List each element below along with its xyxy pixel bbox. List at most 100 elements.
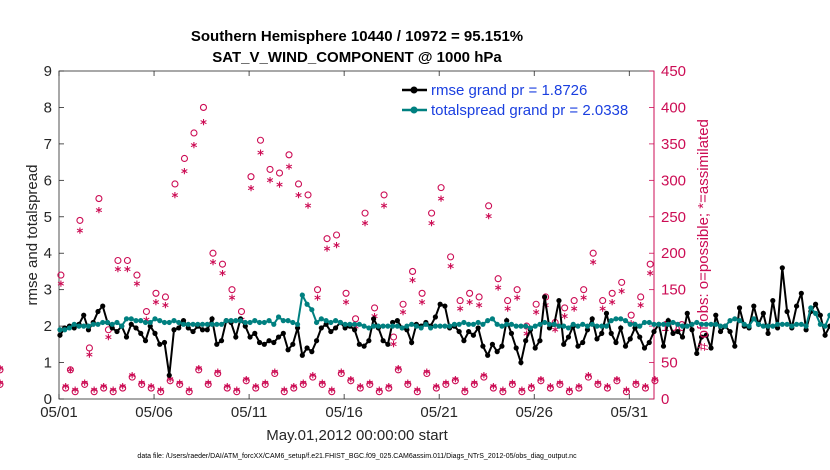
- series-point-rmse: [703, 332, 709, 338]
- obs-assimilated-marker: *: [267, 176, 274, 191]
- series-point-totalspread: [793, 321, 800, 327]
- series-point-totalspread: [361, 323, 367, 329]
- series-point-rmse: [356, 341, 362, 347]
- obs-possible-marker: [161, 293, 170, 301]
- obs-possible-marker: [71, 388, 79, 396]
- obs-assimilated-marker: *: [561, 312, 568, 327]
- series-point-totalspread: [404, 323, 410, 329]
- series-point-totalspread: [394, 323, 400, 329]
- obs-possible-marker: [584, 373, 592, 381]
- series-point-totalspread: [123, 316, 130, 322]
- obs-possible-marker: [632, 380, 640, 388]
- x-tick-label: 05/11: [231, 404, 267, 421]
- series-point-totalspread: [803, 323, 809, 329]
- series-point-totalspread: [204, 321, 210, 327]
- obs-possible-marker: [256, 136, 265, 144]
- series-point-totalspread: [171, 318, 177, 324]
- obs-possible-marker: [195, 366, 203, 374]
- series-point-rmse: [351, 327, 358, 333]
- series-point-totalspread: [385, 323, 391, 329]
- series-point-rmse: [299, 352, 305, 358]
- obs-possible-marker: [603, 384, 611, 392]
- series-point-rmse: [689, 327, 695, 333]
- obs-assimilated-marker: *: [157, 386, 164, 401]
- series-point-rmse: [109, 325, 115, 331]
- series-point-rmse: [285, 347, 291, 353]
- obs-possible-marker: [418, 289, 426, 297]
- series-point-totalspread: [161, 319, 168, 326]
- series-point-rmse: [204, 327, 210, 333]
- obs-possible-marker: [0, 380, 4, 388]
- obs-possible-marker: [138, 380, 146, 388]
- series-point-rmse: [470, 332, 477, 338]
- obs-assimilated-marker: *: [138, 378, 145, 393]
- series-point-rmse: [675, 328, 681, 335]
- series-point-rmse: [575, 343, 581, 349]
- obs-possible-marker: [166, 377, 174, 385]
- series-point-rmse: [214, 341, 220, 347]
- y-axis-label: rmse and totalspread: [24, 165, 41, 306]
- series-point-totalspread: [223, 318, 229, 324]
- y-tick-label: 3: [44, 282, 52, 299]
- series-point-totalspread: [613, 316, 619, 322]
- obs-possible-marker: [299, 380, 307, 388]
- series-point-totalspread: [157, 318, 163, 324]
- series-point-totalspread: [413, 323, 419, 329]
- series-point-rmse: [751, 303, 757, 309]
- series-point-rmse: [589, 316, 595, 322]
- y-right-tick-label: 200: [661, 245, 686, 262]
- obs-possible-marker: [518, 388, 526, 396]
- series-point-rmse: [342, 325, 348, 331]
- series-point-totalspread: [290, 319, 296, 326]
- series-point-totalspread: [727, 318, 733, 324]
- y-right-tick-label: 250: [661, 209, 686, 226]
- obs-assimilated-marker: *: [419, 298, 426, 313]
- series-point-totalspread: [418, 325, 424, 331]
- y-tick-label: 7: [44, 136, 52, 153]
- series-point-totalspread: [214, 321, 220, 327]
- obs-possible-marker: [128, 373, 136, 381]
- series-point-totalspread: [622, 318, 629, 324]
- obs-assimilated-marker: *: [461, 386, 468, 401]
- series-point-totalspread: [347, 321, 353, 327]
- series-point-totalspread: [784, 321, 790, 327]
- series-point-rmse: [100, 303, 106, 309]
- obs-possible-marker: [142, 307, 150, 316]
- obs-assimilated-marker: *: [576, 382, 583, 397]
- obs-possible-marker: [442, 380, 450, 388]
- obs-assimilated-marker: *: [172, 191, 179, 206]
- series-point-totalspread: [632, 321, 638, 327]
- series-point-rmse: [613, 339, 619, 346]
- series-point-totalspread: [641, 319, 648, 326]
- obs-possible-marker: [494, 275, 502, 283]
- series-point-totalspread: [499, 323, 505, 329]
- obs-possible-marker: [66, 366, 74, 374]
- obs-possible-marker: [589, 249, 597, 257]
- obs-assimilated-marker: *: [614, 375, 621, 390]
- series-point-rmse: [328, 328, 334, 335]
- series-point-rmse: [760, 310, 766, 316]
- obs-possible-marker: [504, 297, 512, 305]
- obs-possible-marker: [209, 249, 217, 257]
- obs-assimilated-marker: *: [647, 269, 654, 284]
- series-point-rmse: [432, 314, 438, 320]
- series-point-rmse: [275, 334, 282, 340]
- series-point-rmse: [513, 345, 519, 351]
- legend-marker-totalspread: [410, 106, 418, 114]
- series-point-totalspread: [485, 318, 491, 324]
- obs-possible-marker: [380, 191, 388, 199]
- series-point-rmse: [803, 327, 809, 333]
- series-point-totalspread: [670, 319, 676, 326]
- obs-assimilated-marker: *: [210, 258, 217, 273]
- obs-assimilated-marker: *: [181, 167, 188, 182]
- series-point-totalspread: [523, 323, 529, 329]
- series-point-totalspread: [789, 323, 795, 329]
- series-point-totalspread: [494, 321, 500, 327]
- y-tick-label: 5: [44, 209, 52, 226]
- series-point-totalspread: [280, 318, 286, 324]
- series-point-totalspread: [247, 319, 253, 326]
- series-point-rmse: [114, 328, 120, 335]
- obs-possible-marker: [318, 380, 326, 388]
- obs-assimilated-marker: *: [186, 386, 193, 401]
